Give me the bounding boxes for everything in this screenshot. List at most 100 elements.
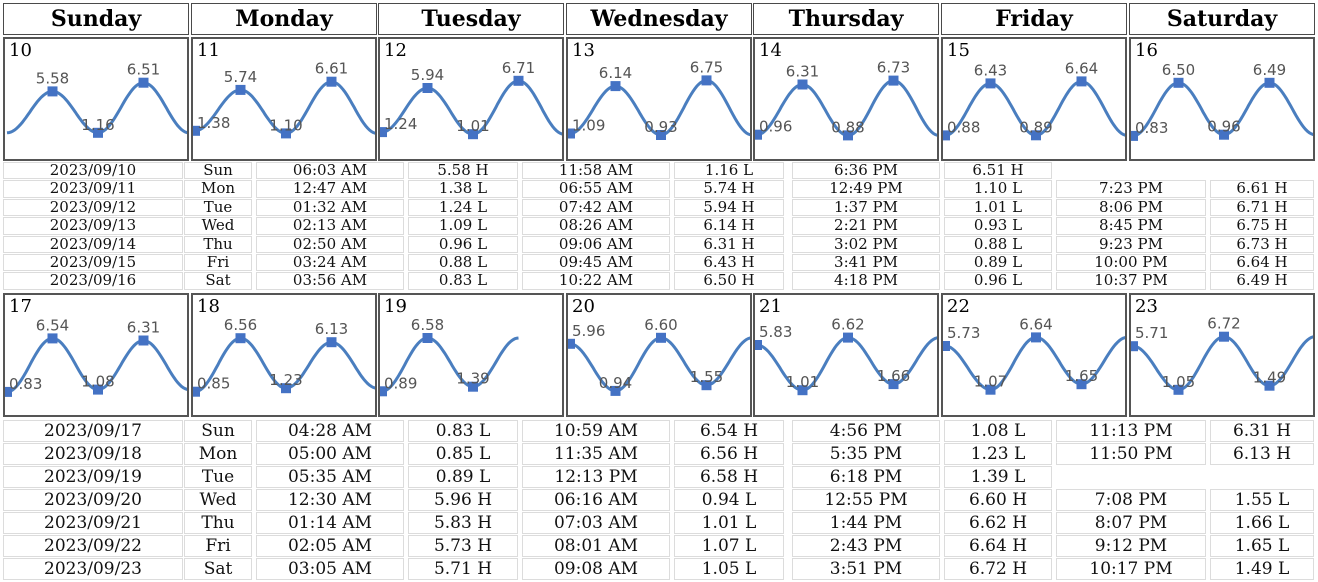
tide-table-cell: 7:23 PM [1056, 180, 1206, 198]
tide-curve-svg: 1.09 6.14 0.93 6.75 [568, 58, 750, 140]
tide-table-cell: 5.83 H [408, 512, 518, 534]
tide-point-marker [797, 385, 808, 396]
tide-table-cell: 1.05 L [674, 558, 784, 580]
tide-table-cell: 2023/09/17 [3, 420, 183, 442]
tide-table-cell: 6.56 H [674, 443, 784, 465]
tide-table-cell: 2:43 PM [792, 535, 940, 557]
tide-point-marker [380, 386, 387, 397]
tide-curve-line [193, 80, 375, 135]
tide-table-cell: 1.07 L [674, 535, 784, 557]
tide-table-cell: Fri [184, 254, 252, 272]
tide-curve-svg: 0.83 6.54 1.08 6.31 [5, 316, 187, 397]
tide-point-marker [380, 127, 387, 138]
tide-point-marker [943, 341, 950, 351]
tide-chart-day-18: 18 0.85 6.56 1.23 6.13 [191, 293, 377, 417]
tide-point-marker [235, 84, 246, 95]
tide-table-cell: 6.75 H [1210, 217, 1314, 235]
tide-table-cell: 9:12 PM [1056, 535, 1206, 557]
tide-value-label: 5.58 [36, 69, 69, 87]
tide-value-label: 0.85 [197, 375, 230, 393]
tide-chart-day-12: 12 1.24 5.94 1.01 6.71 [378, 37, 564, 161]
tide-curve-svg: 5.58 1.16 6.51 [6, 61, 187, 138]
tide-point-marker [568, 128, 575, 139]
tide-chart-day-16: 16 0.83 6.50 0.96 6.49 [1129, 37, 1315, 161]
tide-table-cell: 0.93 L [944, 217, 1052, 235]
tide-curve-svg: 1.24 5.94 1.01 6.71 [380, 59, 562, 140]
tide-curve-svg: 0.85 6.56 1.23 6.13 [193, 316, 375, 397]
tide-value-label: 0.88 [947, 118, 980, 136]
tide-table-cell: 06:16 AM [522, 489, 670, 511]
tide-point-marker [1131, 341, 1138, 352]
tide-table-cell: 3:51 PM [792, 558, 940, 580]
tide-point-marker [755, 129, 762, 140]
tide-chart-day-22: 22 5.73 1.07 6.64 1.65 [941, 293, 1127, 417]
tide-table-cell: 0.85 L [408, 443, 518, 465]
tide-table-cell: 5:35 PM [792, 443, 940, 465]
day-header-monday: Monday [191, 3, 377, 35]
tide-table-cell: Tue [184, 198, 252, 217]
tide-chart-day-17: 17 0.83 6.54 1.08 6.31 [3, 293, 189, 417]
tide-curve-line [943, 79, 1125, 137]
tide-value-label: 1.65 [1065, 367, 1098, 385]
tide-curve-line [1131, 81, 1313, 138]
tide-table-cell: Mon [184, 443, 252, 465]
tide-table-cell: 0.88 L [408, 254, 518, 272]
tide-table-cell: 6.71 H [1210, 198, 1314, 217]
tide-table-cell: 2023/09/20 [3, 489, 183, 511]
tide-value-label: 6.56 [224, 316, 257, 334]
tide-table-cell: 2023/09/22 [3, 535, 183, 557]
tide-table-cell: 6.64 H [944, 535, 1052, 557]
tide-curve-svg: 0.83 6.50 0.96 6.49 [1131, 61, 1313, 141]
tide-table-cell: 1.65 L [1210, 535, 1314, 557]
tide-table-cell: 2:21 PM [792, 217, 940, 235]
tide-table-cell: Wed [184, 489, 252, 511]
tide-table-cell: 6.43 H [674, 254, 784, 272]
tide-point-marker [656, 332, 666, 343]
tide-value-label: 6.72 [1207, 315, 1240, 333]
tide-value-label: 1.38 [197, 114, 230, 132]
tide-value-label: 1.66 [877, 367, 910, 385]
tide-curve-svg: 0.89 6.58 1.39 [380, 316, 519, 397]
tide-table-cell: 1.01 L [674, 512, 784, 534]
day-number: 10 [9, 40, 32, 61]
tide-table-cell: 03:24 AM [256, 254, 404, 272]
tide-table-cell: Mon [184, 180, 252, 198]
tide-point-marker [1219, 129, 1229, 140]
tide-table-cell: 10:00 PM [1056, 254, 1206, 272]
tide-table-cell: Thu [184, 512, 252, 534]
tide-curve-svg: 5.71 1.05 6.72 1.49 [1131, 315, 1313, 395]
tide-table-cell: 0.83 L [408, 420, 518, 442]
tide-point-marker [610, 385, 621, 396]
day-number: 20 [572, 296, 595, 317]
day-number: 14 [759, 40, 782, 61]
tide-table-cell: 5.96 H [408, 489, 518, 511]
tide-table-cell: 5.58 H [408, 162, 518, 180]
day-number: 12 [384, 40, 407, 61]
tide-curve-svg: 0.88 6.43 0.89 6.64 [943, 59, 1125, 141]
tide-value-label: 1.10 [269, 116, 302, 134]
tide-table-cell: 6.72 H [944, 558, 1052, 580]
tide-value-label: 5.71 [1135, 324, 1168, 342]
tide-table-cell: 11:58 AM [522, 162, 670, 180]
tide-point-marker [468, 381, 478, 392]
tide-table-cell: 0.83 L [408, 272, 518, 290]
tide-curve-line [755, 79, 937, 137]
tide-table-cell: 5.71 H [408, 558, 518, 580]
tide-table-cell: 11:13 PM [1056, 420, 1206, 442]
tide-table-cell: 02:50 AM [256, 235, 404, 253]
tide-value-label: 5.73 [947, 324, 980, 342]
tide-table-cell: 11:35 AM [522, 443, 670, 465]
tide-point-marker [235, 333, 246, 344]
day-header-sunday: Sunday [3, 3, 189, 35]
day-number: 13 [572, 40, 595, 61]
tide-value-label: 6.75 [690, 58, 723, 76]
day-number: 22 [947, 296, 970, 317]
tide-table-cell: 1.49 L [1210, 558, 1314, 580]
tide-table-cell: 10:59 AM [522, 420, 670, 442]
tide-table-cell: 7:08 PM [1056, 489, 1206, 511]
tide-table-cell: Tue [184, 466, 252, 488]
tide-point-marker [1131, 130, 1138, 141]
tide-point-marker [656, 130, 666, 140]
tide-value-label: 6.64 [1019, 315, 1052, 333]
tide-point-marker [93, 127, 103, 138]
